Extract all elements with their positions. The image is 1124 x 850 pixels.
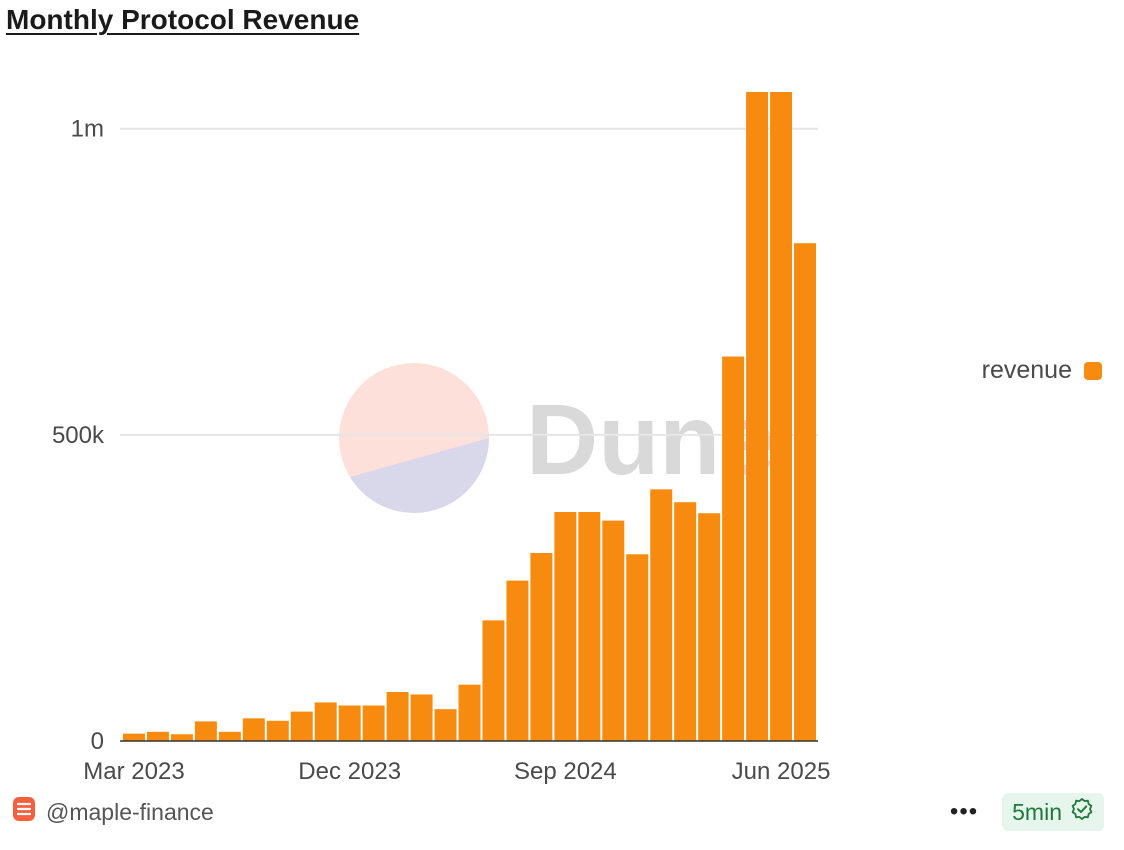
bar[interactable] (170, 734, 193, 741)
y-tick-label: 0 (91, 728, 104, 755)
bar[interactable] (434, 709, 457, 741)
bar[interactable] (194, 721, 217, 741)
bar[interactable] (746, 92, 769, 741)
bar[interactable] (458, 684, 481, 741)
legend-swatch (1084, 361, 1102, 380)
dune-watermark: Dune (339, 363, 776, 513)
x-axis: Mar 2023 Dec 2023 Sep 2024 Jun 2025 (83, 758, 830, 785)
legend-label: revenue (981, 356, 1072, 384)
bar[interactable] (578, 512, 601, 741)
bar[interactable] (314, 702, 337, 741)
bar[interactable] (722, 356, 745, 742)
check-badge-icon (1070, 797, 1094, 827)
gridlines (120, 127, 818, 436)
bar-series-revenue (123, 92, 816, 742)
bar[interactable] (698, 513, 721, 741)
bar[interactable] (626, 554, 649, 741)
y-tick-label: 500k (52, 422, 105, 449)
bar[interactable] (530, 553, 553, 741)
bar[interactable] (506, 580, 529, 741)
chart-title[interactable]: Monthly Protocol Revenue (6, 4, 360, 35)
bar[interactable] (242, 718, 265, 741)
author-handle: @maple-finance (46, 798, 214, 825)
x-tick-label: Jun 2025 (732, 758, 831, 785)
x-tick-label: Mar 2023 (83, 758, 184, 785)
more-options-button[interactable]: ••• (949, 798, 979, 825)
bar[interactable] (123, 733, 145, 741)
bar[interactable] (794, 243, 816, 742)
bar[interactable] (266, 720, 289, 741)
bar[interactable] (362, 705, 385, 741)
bar[interactable] (674, 502, 697, 741)
bar[interactable] (410, 694, 433, 741)
bar[interactable] (554, 512, 577, 741)
bar[interactable] (386, 692, 409, 741)
bar[interactable] (770, 92, 793, 741)
legend[interactable]: revenue (982, 356, 1102, 385)
bar[interactable] (290, 711, 313, 741)
watermark-circle-bottom (350, 438, 489, 513)
bar[interactable] (602, 520, 625, 741)
x-tick-label: Dec 2023 (298, 758, 401, 785)
bar[interactable] (482, 620, 505, 741)
refresh-interval-badge[interactable]: 5min (1002, 793, 1104, 831)
y-axis: 0 500k 1m (52, 116, 105, 755)
footer-actions: ••• 5min (950, 793, 1104, 831)
dune-database-icon (12, 796, 36, 828)
x-tick-label: Sep 2024 (514, 758, 617, 785)
refresh-interval-label: 5min (1012, 798, 1062, 825)
bar[interactable] (146, 731, 169, 741)
bar[interactable] (338, 705, 361, 741)
bar[interactable] (218, 731, 241, 741)
bar[interactable] (650, 489, 673, 741)
author-link[interactable]: @maple-finance (12, 796, 214, 828)
y-tick-label: 1m (71, 116, 104, 143)
